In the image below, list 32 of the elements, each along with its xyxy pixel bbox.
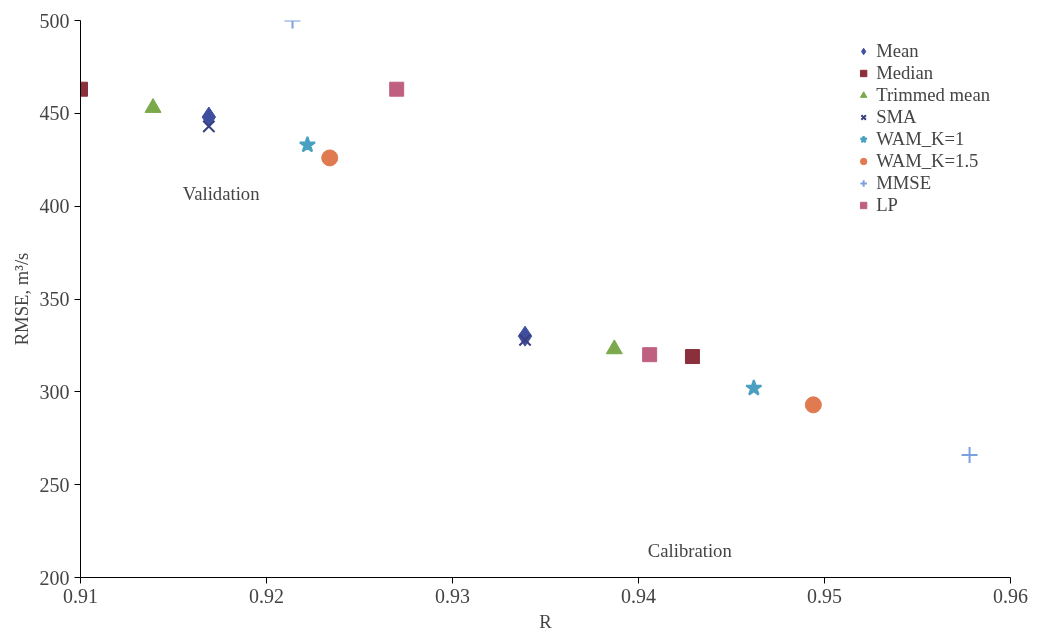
y-tick-label: 250 — [39, 473, 70, 496]
y-tick-label: 350 — [39, 288, 70, 310]
annotation: Validation — [182, 183, 261, 205]
y-tick-label: 400 — [39, 195, 70, 218]
point — [960, 445, 979, 464]
legend-label: LP — [876, 194, 898, 216]
point — [642, 347, 658, 363]
point — [201, 106, 217, 128]
point — [202, 119, 216, 133]
point — [389, 81, 405, 97]
x-tick-label: 0.96 — [993, 584, 1028, 607]
legend-label: SMA — [876, 106, 917, 128]
legend-label: Median — [876, 62, 934, 84]
y-axis-title: RMSE, m³/s — [10, 252, 32, 346]
point — [804, 396, 822, 414]
x-tick-label: 0.93 — [435, 584, 470, 607]
x-axis-title: R — [539, 610, 553, 632]
legend-label: Trimmed mean — [876, 84, 990, 106]
point — [745, 379, 763, 396]
x-tick-label: 0.94 — [621, 584, 656, 607]
annotation: Calibration — [647, 539, 733, 561]
point — [321, 149, 339, 167]
y-tick-label: 450 — [39, 102, 70, 125]
x-tick-label: 0.95 — [807, 584, 842, 607]
legend-label: WAM_K=1.5 — [876, 150, 979, 172]
legend-label: WAM_K=1 — [876, 128, 965, 150]
x-tick-label: 0.92 — [249, 584, 284, 607]
legend-label: MMSE — [876, 172, 932, 194]
legend-label: Mean — [876, 40, 919, 62]
y-tick-label: 300 — [39, 380, 70, 403]
y-tick-label: 500 — [39, 9, 70, 32]
point — [298, 135, 317, 153]
